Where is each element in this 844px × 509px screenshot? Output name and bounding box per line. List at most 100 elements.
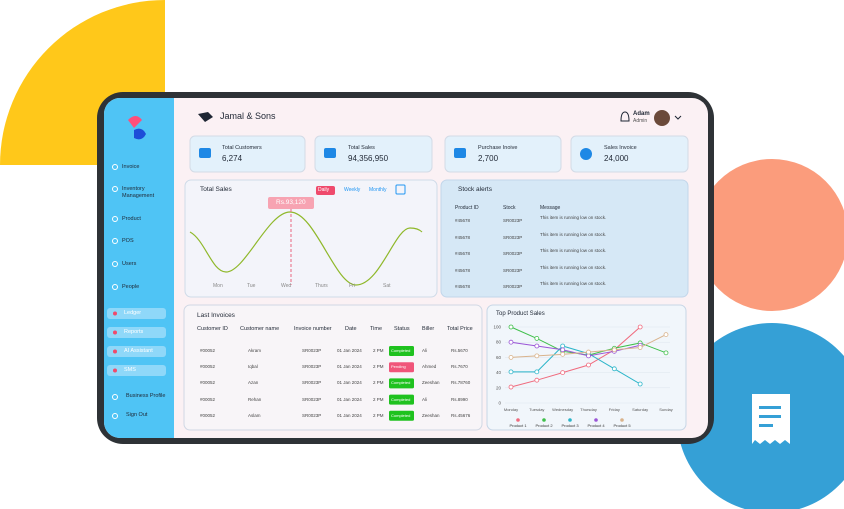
table-cell: Ali: [422, 348, 428, 353]
stat-value: 24,000: [604, 154, 629, 163]
table-cell: #45678: [455, 267, 471, 273]
x-tick-label: Wednesday: [552, 407, 573, 412]
menu-icon: [112, 216, 118, 222]
point: [560, 370, 566, 376]
tab-active[interactable]: [316, 186, 335, 195]
x-tick-label: Tue: [247, 283, 256, 289]
menu-item[interactable]: Invoice: [122, 164, 140, 170]
stat-label: Sales Invoice: [604, 145, 637, 151]
table-cell: 2 PM: [373, 380, 384, 386]
table-cell: SR0023P: [503, 267, 523, 273]
legend-marker: [542, 418, 546, 422]
x-tick-label: Thursday: [580, 407, 597, 412]
menu-item[interactable]: Sign Out: [126, 412, 148, 418]
y-tick-label: 20: [496, 385, 502, 390]
menu-item[interactable]: Users: [122, 261, 137, 267]
panel-title: Last Invoices: [197, 312, 235, 319]
table-cell: SR0023P: [503, 251, 523, 256]
legend-marker: [568, 418, 572, 422]
status-pill: [389, 394, 414, 405]
x-tick-label: Mon: [213, 283, 223, 289]
menu-icon: [112, 413, 118, 419]
calendar-icon[interactable]: [395, 184, 406, 195]
menu-icon: [112, 284, 118, 290]
brand-name: Jamal & Sons: [220, 111, 276, 121]
table-cell: #45678: [455, 284, 471, 289]
menu-item[interactable]: Reports: [124, 329, 144, 335]
status-pill: [389, 362, 414, 373]
menu-icon: [112, 261, 118, 267]
chart-title: Top Product Sales: [496, 311, 545, 317]
point: [611, 366, 617, 372]
table-cell: Aslam: [248, 412, 261, 418]
legend-label: Product 1: [509, 423, 527, 428]
status-pill: [389, 410, 414, 421]
table-cell: 01 Jan 2024: [337, 396, 362, 402]
bell-icon[interactable]: [620, 111, 630, 122]
menu-icon: [113, 349, 117, 354]
column-header: Stock: [503, 205, 516, 211]
table-cell: This item is running low on stock.: [540, 281, 607, 286]
point: [534, 353, 540, 359]
table-cell: Zeeshan: [422, 412, 440, 418]
table-cell: 2 PM: [373, 396, 384, 402]
x-tick-label: Saturday: [632, 407, 648, 412]
series-line: [511, 345, 641, 385]
user-name: Adam: [633, 111, 650, 117]
legend-label: Product 5: [613, 423, 631, 428]
logo: [128, 116, 146, 140]
stat-icons: [199, 148, 592, 160]
table-cell: SR0023P: [302, 348, 322, 353]
y-tick-label: 60: [496, 355, 502, 360]
table-cell: Ali: [422, 396, 428, 402]
tab[interactable]: Monthly: [369, 187, 387, 193]
table-cell: SR0023P: [503, 234, 523, 240]
point: [534, 335, 540, 341]
menu-item[interactable]: Product: [122, 216, 141, 222]
column-header: Invoice number: [294, 326, 332, 332]
menu-item[interactable]: Ledger: [124, 310, 142, 316]
table-cell: #00052: [200, 412, 216, 418]
menu-item[interactable]: People: [122, 284, 140, 290]
table-cell: #45678: [455, 234, 471, 240]
table-cell: SR0023P: [503, 218, 523, 223]
dropdown-caret[interactable]: [674, 115, 682, 120]
y-tick-label: 100: [493, 325, 501, 330]
table-cell: SR0023P: [503, 284, 523, 289]
point: [637, 345, 643, 350]
avatar[interactable]: [654, 110, 670, 126]
point: [637, 324, 643, 330]
tooltip-label: Rs.93,120: [276, 199, 306, 206]
table-cell: Zeeshan: [422, 380, 440, 386]
menu-item[interactable]: POS: [122, 238, 134, 244]
tab[interactable]: Weekly: [344, 187, 361, 193]
table-cell: SR0023P: [302, 412, 322, 418]
menu-item[interactable]: AI Assistant: [124, 348, 153, 354]
x-tick-label: Tuesday: [529, 407, 544, 412]
point: [508, 339, 514, 345]
menu-item[interactable]: SMS: [124, 367, 136, 373]
tab[interactable]: Daily: [318, 187, 330, 193]
status-label: Completed: [391, 348, 411, 353]
status-label: Completed: [391, 380, 411, 386]
column-header: Time: [370, 326, 383, 332]
menu-item[interactable]: Business Profile: [126, 393, 166, 399]
status-label: Pending: [391, 364, 406, 370]
point: [534, 343, 540, 349]
table-cell: Rs.5670: [451, 348, 468, 353]
menu-item[interactable]: Inventory Management: [122, 186, 155, 200]
stat-value: 6,274: [222, 154, 243, 163]
menu-pill: [107, 308, 166, 319]
table-cell: 2 PM: [373, 348, 384, 353]
menu-icon: [113, 311, 117, 316]
point: [534, 369, 540, 375]
table-cell: 2 PM: [373, 412, 384, 418]
point: [586, 353, 591, 359]
table-cell: This item is running low on stock.: [540, 264, 607, 270]
point: [508, 324, 514, 330]
menu-pill: [107, 346, 166, 357]
status-pill: [389, 378, 414, 389]
menu-pill: [107, 365, 166, 376]
